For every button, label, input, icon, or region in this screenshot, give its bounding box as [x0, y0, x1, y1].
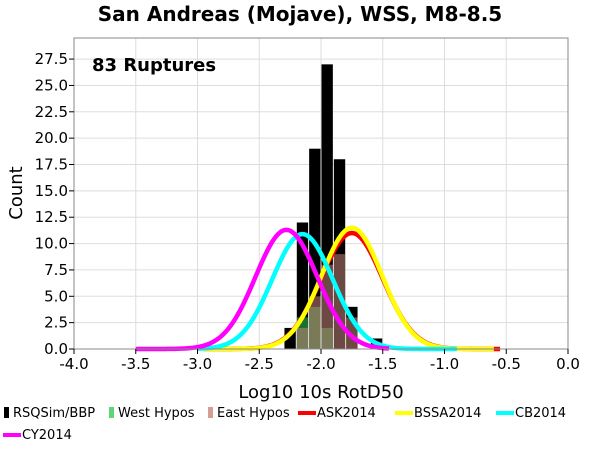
chart-title: San Andreas (Mojave), WSS, M8-8.5 — [98, 2, 502, 26]
x-tick-label: -2.5 — [245, 355, 274, 373]
legend: RSQSim/BBP West Hypos East Hypos ASK2014 BSS… — [3, 406, 566, 443]
legend-item: ASK2014 — [298, 406, 376, 421]
histogram-bar — [321, 64, 333, 350]
histogram-bar — [309, 296, 321, 349]
y-tick-label: 17.5 — [35, 156, 68, 174]
x-tick-label: -4.0 — [59, 355, 88, 373]
y-tick-label: 15.0 — [35, 182, 68, 200]
x-tick-label: -2.0 — [306, 355, 335, 373]
ruptures-annotation: 83 Ruptures — [92, 55, 216, 76]
legend-label: CB2014 — [515, 406, 566, 421]
y-tick-label: 10.0 — [35, 235, 68, 253]
y-tick-label: 25.0 — [35, 76, 68, 94]
legend-label: ASK2014 — [317, 406, 376, 421]
histogram-bar — [284, 327, 296, 349]
x-tick-label: -1.5 — [368, 355, 397, 373]
legend-item: CB2014 — [496, 406, 566, 421]
y-tick-label: 5.0 — [44, 287, 68, 305]
legend-swatch — [208, 407, 213, 418]
x-axis-ticks: -4.0 -3.5 -3.0 -2.5 -2.0 -1.5 -1.0 -0.5 0.0 — [59, 349, 580, 373]
y-axis-label: Count — [6, 166, 27, 219]
legend-label: East Hypos — [217, 406, 290, 421]
y-tick-label: 20.0 — [35, 129, 68, 147]
histogram-bar — [296, 222, 309, 349]
y-axis-ticks: 0.0 2.5 5.0 7.5 10.0 12.5 15.0 17.5 20.0 22.5 25.0… — [35, 50, 74, 358]
x-tick-label: -3.0 — [183, 355, 212, 373]
y-tick-label: 27.5 — [35, 50, 68, 68]
histogram-bar — [333, 254, 346, 349]
y-tick-label: 7.5 — [44, 261, 68, 279]
legend-swatch — [4, 407, 9, 418]
histogram-bar — [309, 148, 321, 349]
y-tick-label: 0.0 — [44, 340, 68, 358]
x-tick-label: -1.0 — [430, 355, 459, 373]
legend-label: BSSA2014 — [414, 406, 481, 421]
legend-item: West Hypos — [109, 406, 195, 421]
x-tick-label: -0.5 — [492, 355, 521, 373]
legend-item: CY2014 — [3, 428, 72, 443]
x-tick-label: -3.5 — [121, 355, 150, 373]
legend-item: RSQSim/BBP — [4, 406, 95, 421]
y-tick-label: 22.5 — [35, 103, 68, 121]
legend-swatch — [109, 407, 114, 418]
x-tick-label: 0.0 — [556, 355, 580, 373]
y-tick-label: 12.5 — [35, 208, 68, 226]
legend-label: RSQSim/BBP — [13, 406, 95, 421]
x-axis-label: Log10 10s RotD50 — [238, 382, 403, 403]
legend-item: East Hypos — [208, 406, 290, 421]
histogram-bar — [296, 327, 309, 349]
histogram-bar — [346, 317, 358, 349]
legend-label: West Hypos — [118, 406, 195, 421]
legend-label: CY2014 — [22, 428, 72, 443]
histogram-bar — [321, 264, 333, 349]
y-tick-label: 2.5 — [44, 314, 68, 332]
histogram-east-hypos — [296, 254, 358, 349]
legend-item: BSSA2014 — [395, 406, 481, 421]
